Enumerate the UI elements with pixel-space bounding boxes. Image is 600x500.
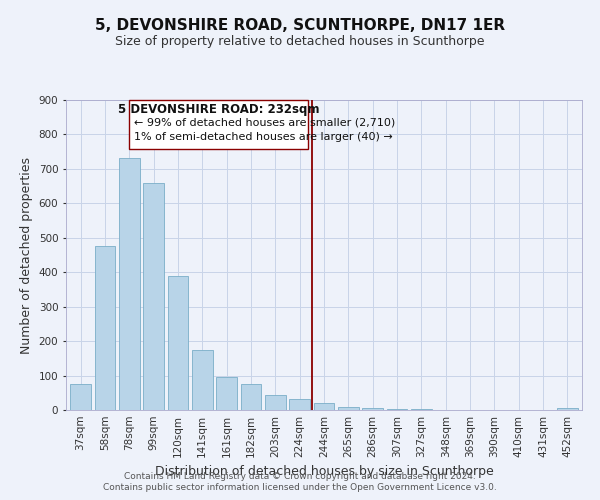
Bar [216,376,237,410]
Bar [95,246,115,410]
Text: Contains public sector information licensed under the Open Government Licence v3: Contains public sector information licen… [103,484,497,492]
Bar [70,384,91,410]
Bar [386,408,407,410]
Text: ← 99% of detached houses are smaller (2,710): ← 99% of detached houses are smaller (2,… [134,118,395,128]
Bar [241,384,262,410]
Bar [119,158,140,410]
Bar [192,350,212,410]
Bar [314,403,334,410]
Text: Contains HM Land Registry data © Crown copyright and database right 2024.: Contains HM Land Registry data © Crown c… [124,472,476,481]
FancyBboxPatch shape [129,100,308,149]
Bar [143,182,164,410]
Bar [362,408,383,410]
Text: 1% of semi-detached houses are larger (40) →: 1% of semi-detached houses are larger (4… [134,132,393,141]
Bar [557,408,578,410]
Text: 5, DEVONSHIRE ROAD, SCUNTHORPE, DN17 1ER: 5, DEVONSHIRE ROAD, SCUNTHORPE, DN17 1ER [95,18,505,32]
Y-axis label: Number of detached properties: Number of detached properties [20,156,33,354]
Bar [289,398,310,410]
Bar [338,406,359,410]
Text: Size of property relative to detached houses in Scunthorpe: Size of property relative to detached ho… [115,35,485,48]
X-axis label: Distribution of detached houses by size in Scunthorpe: Distribution of detached houses by size … [155,466,493,478]
Text: 5 DEVONSHIRE ROAD: 232sqm: 5 DEVONSHIRE ROAD: 232sqm [118,104,319,117]
Bar [265,394,286,410]
Bar [167,276,188,410]
